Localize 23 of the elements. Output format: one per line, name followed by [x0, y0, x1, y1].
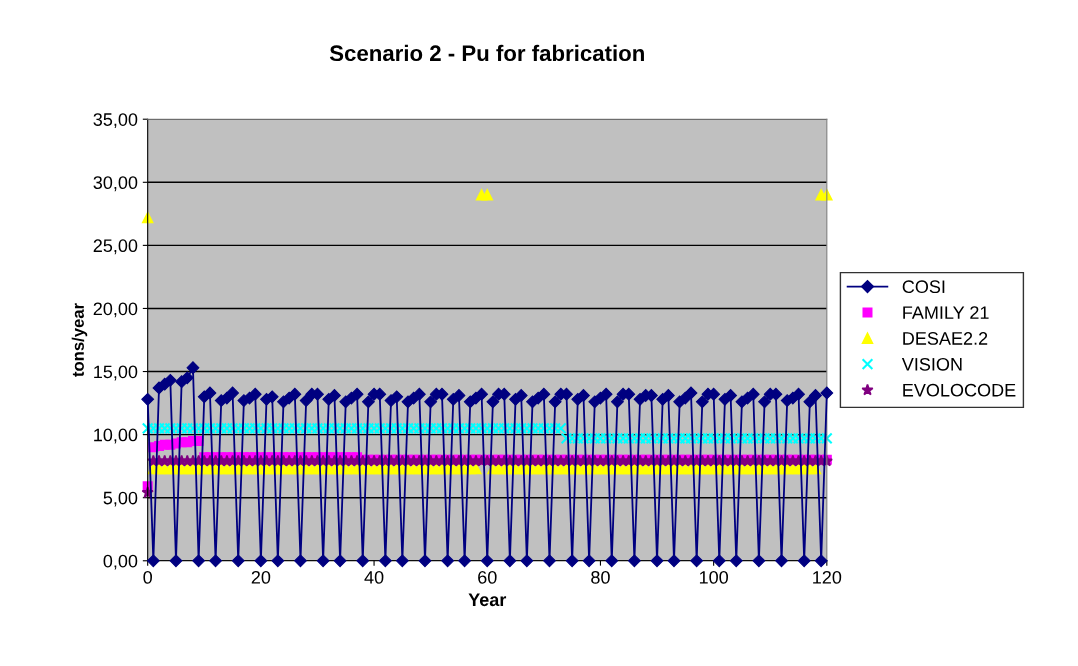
- y-tick-label: 20,00: [93, 302, 138, 318]
- y-axis-title: tons/year: [71, 303, 88, 377]
- x-tick-label: 20: [251, 570, 271, 584]
- y-tick-label: 10,00: [94, 428, 138, 444]
- y-tick-label: 15,00: [94, 365, 138, 381]
- x-tick-label: 80: [591, 570, 610, 584]
- y-tick-label: 30,00: [93, 176, 138, 192]
- legend-label: COSI: [902, 280, 945, 294]
- legend-label: FAMILY 21: [903, 306, 989, 319]
- y-tick-label: 0,00: [103, 554, 138, 570]
- legend-label: DESAE2.2: [903, 332, 988, 345]
- x-tick-label: 100: [699, 570, 728, 584]
- y-tick-label: 5,00: [103, 491, 138, 507]
- legend-label: VISION: [901, 357, 962, 371]
- x-tick-label: 40: [364, 570, 384, 584]
- x-axis-title: Year: [468, 593, 507, 607]
- legend-label: EVOLOCODE: [903, 383, 1016, 397]
- x-tick-label: 0: [143, 570, 152, 584]
- x-tick-label: 120: [813, 570, 842, 584]
- chart-title: Scenario 2 - Pu for fabrication: [329, 44, 644, 62]
- y-tick-label: 25,00: [93, 239, 138, 255]
- x-tick-label: 60: [478, 570, 497, 584]
- y-tick-label: 35,00: [93, 113, 138, 129]
